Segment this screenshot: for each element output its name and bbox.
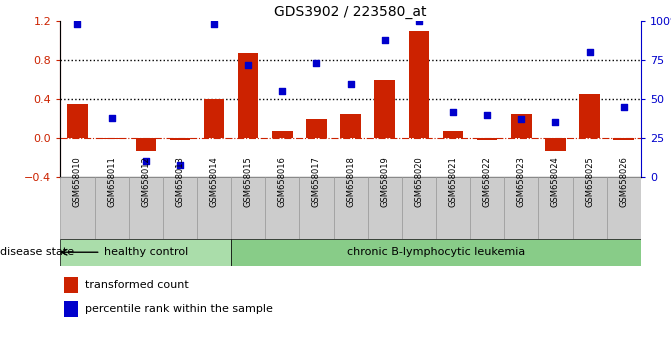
Bar (60, 239, 231, 266)
Text: GSM658022: GSM658022 (482, 156, 492, 207)
Point (482, 112, 493, 118)
Point (379, 37, 390, 43)
Text: GSM658014: GSM658014 (209, 156, 219, 207)
Bar (340, 114, 361, 138)
Bar (443, 131, 463, 138)
Bar (511, 114, 531, 138)
Bar (572, 177, 607, 239)
Bar (231, 177, 265, 239)
Bar (64, 301, 78, 317)
Point (277, 88, 288, 94)
Bar (67, 104, 88, 138)
Text: GSM658010: GSM658010 (73, 156, 82, 207)
Text: transformed count: transformed count (85, 280, 189, 290)
Text: GSM658017: GSM658017 (312, 156, 321, 207)
Bar (231, 239, 641, 266)
Point (345, 81, 356, 86)
Bar (170, 138, 190, 140)
Point (516, 116, 527, 122)
Bar (204, 99, 224, 138)
Bar (306, 119, 327, 138)
Point (209, 22, 219, 27)
Text: GSM658012: GSM658012 (141, 156, 150, 207)
Bar (374, 80, 395, 138)
Bar (299, 177, 333, 239)
Bar (333, 177, 368, 239)
Bar (272, 131, 293, 138)
Bar (136, 138, 156, 151)
Point (550, 120, 561, 125)
Point (106, 115, 117, 121)
Bar (436, 177, 470, 239)
Point (448, 109, 458, 114)
Bar (613, 138, 634, 140)
Text: GSM658026: GSM658026 (619, 156, 628, 207)
Text: percentile rank within the sample: percentile rank within the sample (85, 304, 272, 314)
Point (72, 22, 83, 27)
Text: GSM658011: GSM658011 (107, 156, 116, 207)
Text: GSM658013: GSM658013 (175, 156, 185, 207)
Text: GSM658023: GSM658023 (517, 156, 526, 207)
Bar (402, 177, 436, 239)
Bar (368, 177, 402, 239)
Text: GSM658024: GSM658024 (551, 156, 560, 207)
Bar (163, 177, 197, 239)
Point (243, 62, 254, 68)
Text: disease state: disease state (0, 247, 74, 257)
Point (311, 61, 322, 66)
Point (174, 162, 185, 167)
Text: GSM658015: GSM658015 (244, 156, 253, 207)
Bar (101, 138, 122, 139)
Bar (238, 53, 258, 138)
Bar (64, 277, 78, 293)
Text: GSM658019: GSM658019 (380, 156, 389, 207)
Bar (409, 31, 429, 138)
Point (619, 104, 629, 110)
Bar (607, 177, 641, 239)
Bar (95, 177, 129, 239)
Bar (60, 177, 95, 239)
Text: GSM658016: GSM658016 (278, 156, 287, 207)
Bar (546, 138, 566, 151)
Bar (197, 177, 231, 239)
Bar (265, 177, 299, 239)
Bar (579, 94, 600, 138)
Point (140, 159, 151, 164)
Point (413, 18, 424, 24)
Title: GDS3902 / 223580_at: GDS3902 / 223580_at (274, 5, 427, 19)
Text: GSM658020: GSM658020 (415, 156, 423, 207)
Bar (504, 177, 538, 239)
Text: chronic B-lymphocytic leukemia: chronic B-lymphocytic leukemia (347, 247, 525, 257)
Text: GSM658025: GSM658025 (585, 156, 594, 207)
Text: healthy control: healthy control (103, 247, 188, 257)
Text: GSM658018: GSM658018 (346, 156, 355, 207)
Text: GSM658021: GSM658021 (448, 156, 458, 207)
Bar (470, 177, 504, 239)
Bar (477, 138, 497, 140)
Bar (129, 177, 163, 239)
Point (584, 50, 595, 55)
Bar (538, 177, 572, 239)
